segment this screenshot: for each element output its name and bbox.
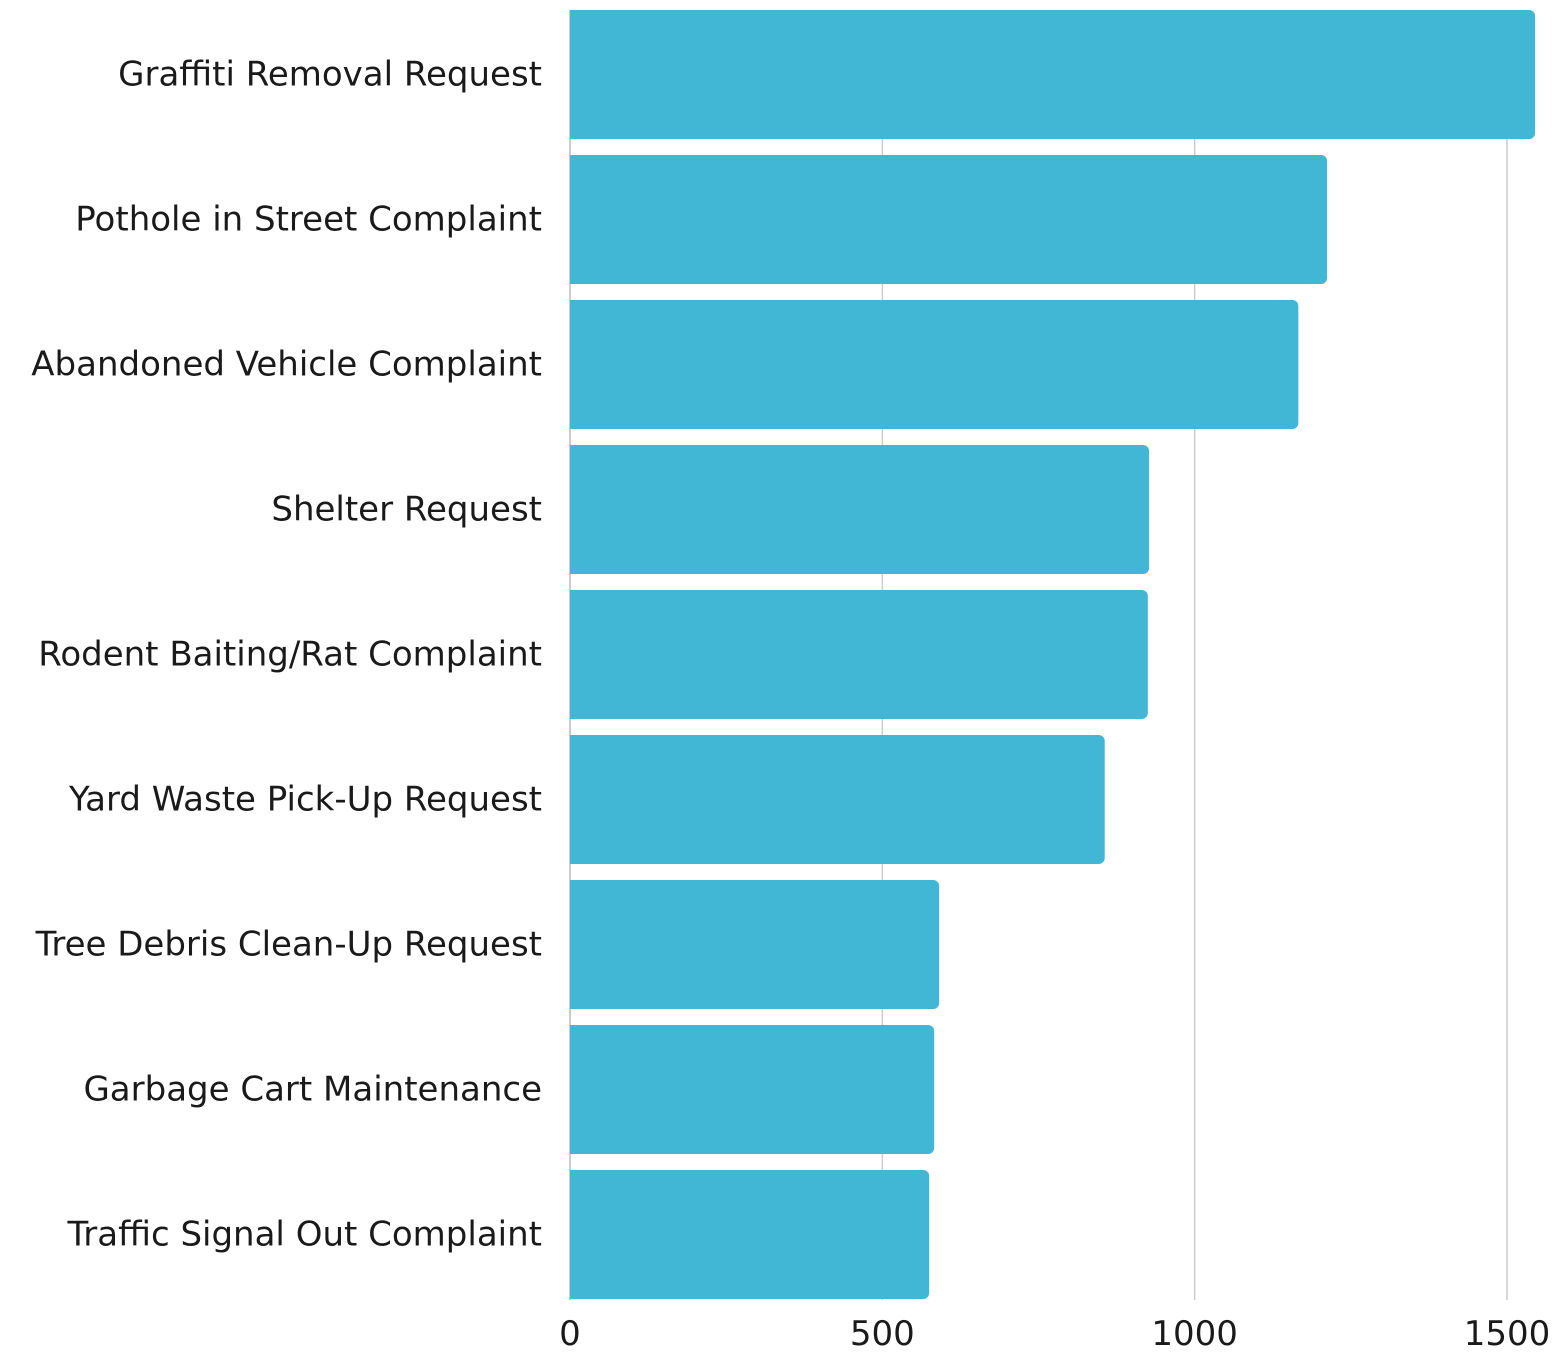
bar-9 <box>570 1170 930 1299</box>
category-label: Garbage Cart Maintenance <box>83 1070 542 1110</box>
category-label: Graffiti Removal Request <box>118 55 542 95</box>
bar-7 <box>570 880 940 1009</box>
bar-8 <box>570 1025 935 1154</box>
x-tick-label: 500 <box>850 1314 915 1354</box>
category-label: Shelter Request <box>271 490 542 530</box>
bar-2 <box>570 155 1328 284</box>
category-label: Abandoned Vehicle Complaint <box>31 345 542 385</box>
bar-1 <box>570 10 1536 139</box>
category-label: Tree Debris Clean-Up Request <box>35 925 542 965</box>
bar-1-base <box>570 10 580 139</box>
bar-4-base <box>570 445 580 574</box>
x-tick-label: 1500 <box>1464 1314 1551 1354</box>
category-labels: Graffiti Removal Request Pothole in Stree… <box>31 55 542 1255</box>
bar-9-base <box>570 1170 580 1299</box>
bar-3 <box>570 300 1299 429</box>
bar-5-base <box>570 590 580 719</box>
bar-2-base <box>570 155 580 284</box>
bar-7-base <box>570 880 580 1009</box>
bar-5 <box>570 590 1148 719</box>
bar-8-base <box>570 1025 580 1154</box>
x-tick-label: 0 <box>559 1314 581 1354</box>
bar-6-base <box>570 735 580 864</box>
category-label: Rodent Baiting/Rat Complaint <box>38 635 542 675</box>
x-tick-label: 1000 <box>1151 1314 1238 1354</box>
bar-4 <box>570 445 1150 574</box>
bar-6 <box>570 735 1105 864</box>
category-label: Yard Waste Pick-Up Request <box>68 780 542 820</box>
bars <box>570 10 1536 1299</box>
x-axis-ticks: 0 500 1000 1500 <box>559 1314 1550 1354</box>
bar-3-base <box>570 300 580 429</box>
category-label: Pothole in Street Complaint <box>75 200 542 240</box>
category-label: Traffic Signal Out Complaint <box>66 1215 542 1255</box>
